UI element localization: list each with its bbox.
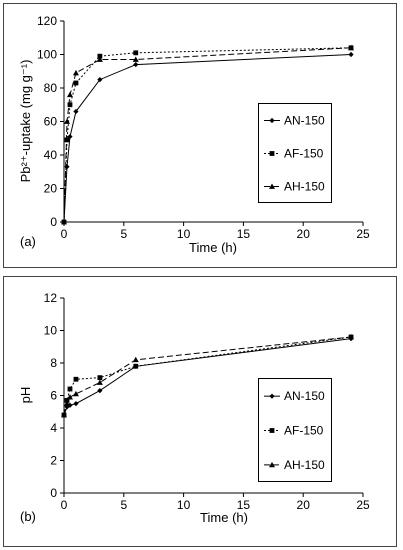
legend-label: AF-150 [284, 424, 324, 438]
data-point [73, 80, 79, 86]
data-point [132, 356, 139, 363]
data-point [64, 397, 70, 403]
x-axis-label: Time (h) [200, 510, 248, 525]
x-tick-label: 5 [120, 227, 127, 241]
data-point [348, 334, 355, 340]
x-tick-label: 25 [356, 227, 370, 241]
x-tick-label: 25 [356, 498, 370, 512]
x-tick-label: 15 [237, 498, 251, 512]
y-axis-label: Pb²⁺-uptake (mg g⁻¹) [18, 60, 33, 183]
legend-label: AN-150 [284, 389, 325, 403]
panel-frame [3, 3, 397, 268]
data-point [348, 44, 355, 51]
y-tick-label: 120 [37, 14, 57, 28]
y-tick-label: 20 [44, 182, 58, 196]
y-tick-label: 80 [44, 81, 58, 95]
y-tick-label: 100 [37, 48, 57, 62]
data-point [67, 386, 73, 392]
y-axis-label: pH [18, 387, 33, 404]
data-point [97, 53, 103, 59]
data-point [133, 61, 139, 68]
legend: AN-150 AF-150 AH-150 [258, 378, 332, 482]
data-point [72, 69, 79, 76]
data-point [73, 401, 79, 407]
y-tick-label: 60 [44, 115, 58, 129]
x-tick-label: 20 [297, 227, 311, 241]
series-AH-150 [61, 44, 355, 225]
legend-marker [269, 183, 275, 189]
x-tick-label: 15 [237, 227, 251, 241]
legend-label: AF-150 [284, 147, 324, 161]
panel-frame [3, 276, 397, 547]
y-tick-label: 2 [50, 454, 57, 468]
y-tick-label: 10 [44, 324, 58, 338]
y-tick-label: 0 [50, 215, 57, 229]
data-point [64, 137, 70, 143]
y-tick-label: 6 [50, 389, 57, 403]
data-point [63, 400, 70, 407]
data-point [96, 56, 103, 62]
data-point [67, 102, 73, 108]
x-tick-label: 20 [297, 498, 311, 512]
legend-marker [269, 151, 275, 156]
data-point [72, 390, 79, 397]
data-point [73, 376, 79, 382]
data-point [97, 375, 103, 381]
legend-label: AN-150 [284, 114, 325, 128]
legend-marker [269, 428, 275, 433]
panel-label: (b) [20, 509, 36, 524]
data-point [96, 379, 103, 385]
legend: AN-150 AF-150 AH-150 [258, 103, 332, 203]
x-tick-label: 10 [177, 498, 191, 512]
data-point [133, 50, 139, 56]
data-point [348, 51, 354, 58]
data-point [61, 219, 67, 225]
y-tick-label: 40 [44, 148, 58, 162]
legend-marker [269, 393, 275, 399]
data-point [133, 363, 139, 369]
x-tick-label: 0 [61, 227, 68, 241]
y-tick-label: 8 [50, 356, 57, 370]
data-point [97, 388, 103, 394]
data-point [66, 394, 73, 400]
data-point [63, 118, 70, 124]
data-point [73, 108, 79, 115]
data-point [97, 77, 103, 83]
x-tick-label: 10 [177, 227, 191, 241]
data-point [132, 56, 139, 62]
panel-label: (a) [20, 234, 36, 249]
y-tick-label: 0 [50, 486, 57, 500]
x-tick-label: 0 [61, 498, 68, 512]
chart-panel-2: 0 2 4 6 8 10 12 0 5 10 15 20 25 Time (h) pH (b) AN-150 AF… [3, 276, 397, 547]
legend-marker [269, 117, 275, 124]
legend-label: AH-150 [284, 180, 325, 194]
series-AH-150 [61, 334, 355, 418]
data-point [61, 412, 67, 418]
chart-panel-1: 0 20 40 60 80 100 120 0 5 10 15 20 25 Time (h) Pb²⁺-up… [3, 3, 397, 268]
legend-label: AH-150 [284, 458, 325, 472]
x-axis-label: Time (h) [189, 240, 237, 255]
data-point [66, 91, 73, 98]
x-tick-label: 5 [120, 498, 127, 512]
legend-marker [269, 461, 275, 468]
y-tick-label: 12 [44, 291, 58, 305]
y-tick-label: 4 [50, 421, 57, 435]
